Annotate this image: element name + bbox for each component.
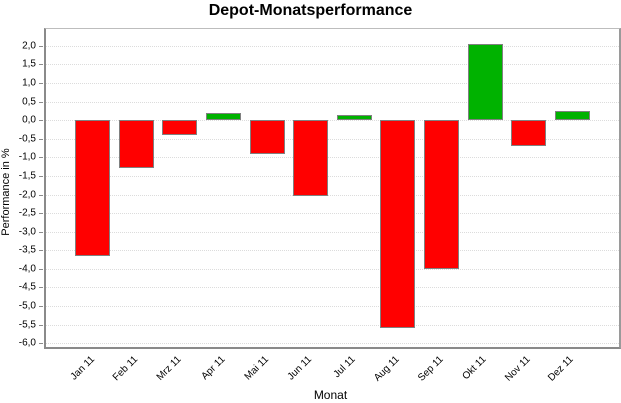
y-tick-label: -2,5 <box>18 207 36 219</box>
x-tick-label: Dez 11 <box>546 354 576 384</box>
x-tick-label: Sep 11 <box>415 354 446 384</box>
bar-jul-11 <box>336 114 372 121</box>
x-axis-title: Monat <box>313 388 348 402</box>
gridline <box>46 101 619 103</box>
bar-sep-11 <box>423 120 459 269</box>
x-tick-label: Nov 11 <box>502 354 533 384</box>
bar-jun-11 <box>293 120 329 197</box>
y-tick-mark <box>39 343 43 345</box>
y-tick-label: -3,0 <box>18 226 36 238</box>
gridline <box>46 306 619 308</box>
y-tick-mark <box>39 64 43 66</box>
x-tick-label: Aug 11 <box>371 354 402 384</box>
chart-title: Depot-Monatsperformance <box>208 2 413 19</box>
gridline <box>46 213 619 215</box>
gridline <box>46 64 619 66</box>
y-tick-mark <box>39 157 43 159</box>
x-tick-label: Jun 11 <box>286 354 315 383</box>
gridline <box>46 45 619 47</box>
y-tick-mark <box>39 306 43 308</box>
y-tick-label: -6,0 <box>18 337 36 349</box>
bar-nov-11 <box>511 120 547 147</box>
y-tick-label: 0,0 <box>22 114 36 126</box>
y-tick-label: 0,5 <box>22 96 36 108</box>
bar-okt-11 <box>467 43 503 121</box>
gridline <box>46 250 619 252</box>
gridline <box>46 231 619 233</box>
y-tick-mark <box>39 138 43 140</box>
y-tick-mark <box>39 287 43 289</box>
y-tick-mark <box>39 231 43 233</box>
bar-mai-11 <box>249 120 285 154</box>
y-tick-mark <box>39 250 43 252</box>
bar-feb-11 <box>118 120 154 169</box>
gridline <box>46 175 619 177</box>
bar-aug-11 <box>380 120 416 329</box>
bar-jan-11 <box>75 120 111 256</box>
x-tick-label: Jan 11 <box>68 354 97 383</box>
bar-apr-11 <box>206 112 242 121</box>
x-tick-label: Mrz 11 <box>154 354 184 383</box>
y-tick-label: 1,5 <box>22 58 36 70</box>
x-tick-label: Okt 11 <box>460 354 489 383</box>
gridline <box>46 194 619 196</box>
plot-area <box>44 28 621 349</box>
x-tick-label: Jul 11 <box>331 354 359 381</box>
y-tick-label: -4,5 <box>18 281 36 293</box>
y-tick-label: -5,0 <box>18 300 36 312</box>
bar-mrz-11 <box>162 120 198 135</box>
y-tick-mark <box>39 213 43 215</box>
x-tick-label: Mai 11 <box>242 354 271 383</box>
gridline <box>46 343 619 345</box>
y-tick-label: -1,0 <box>18 151 36 163</box>
y-tick-label: -2,0 <box>18 189 36 200</box>
gridline <box>46 287 619 289</box>
y-tick-mark <box>39 101 43 103</box>
gridline <box>46 82 619 84</box>
x-tick-label: Feb 11 <box>110 354 141 384</box>
gridline <box>46 268 619 270</box>
y-tick-mark <box>39 175 43 177</box>
y-tick-mark <box>39 120 43 122</box>
bar-dez-11 <box>554 110 590 121</box>
y-tick-mark <box>39 194 43 196</box>
y-tick-mark <box>39 82 43 84</box>
y-tick-label: -3,5 <box>18 244 36 256</box>
y-tick-mark <box>39 268 43 270</box>
y-tick-label: -4,0 <box>18 263 36 275</box>
x-tick-label: Apr 11 <box>199 354 228 383</box>
y-tick-label: -5,5 <box>18 319 36 331</box>
y-tick-mark <box>39 324 43 326</box>
y-tick-label: 1,0 <box>22 77 36 89</box>
y-tick-mark <box>39 45 43 47</box>
y-tick-label: -0,5 <box>18 133 36 145</box>
y-tick-label: -1,5 <box>18 170 36 182</box>
y-tick-label: 2,0 <box>22 40 36 52</box>
gridline <box>46 324 619 326</box>
